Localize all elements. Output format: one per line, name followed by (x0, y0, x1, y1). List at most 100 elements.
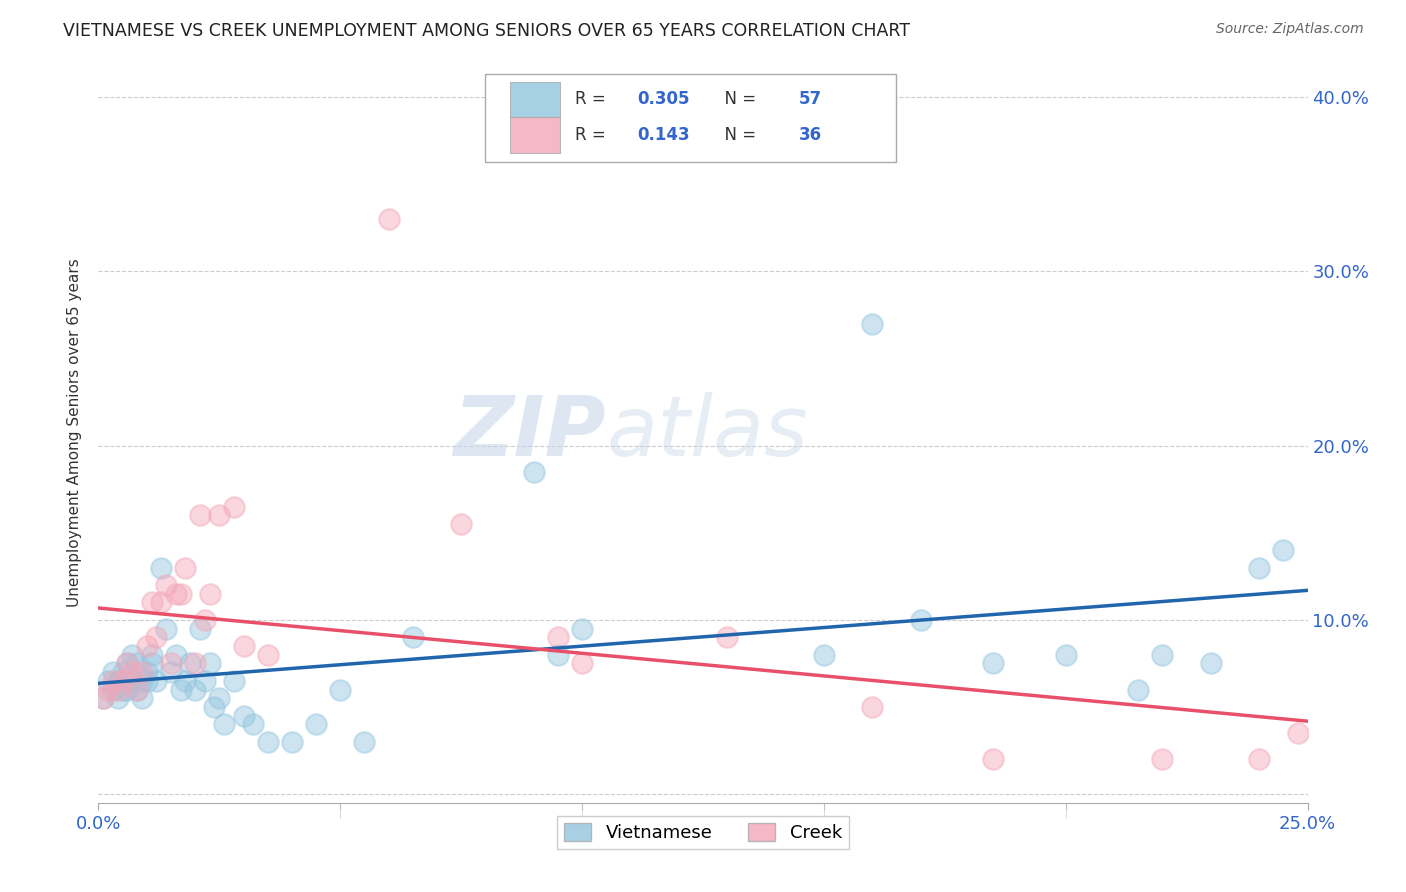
Point (242, 717, 264, 731)
Point (91, 691, 114, 706)
Text: 36: 36 (799, 126, 821, 144)
Text: N =: N = (714, 90, 761, 109)
Point (194, 673, 217, 688)
Point (179, 657, 201, 671)
Point (377, 212, 399, 227)
Point (141, 657, 163, 671)
Point (910, 613, 932, 627)
Point (281, 735, 304, 749)
Point (174, 560, 197, 574)
Point (208, 508, 231, 523)
Point (145, 673, 167, 688)
Point (160, 657, 183, 671)
Point (155, 578, 177, 592)
Point (1249, 752, 1271, 766)
Point (523, 465, 546, 479)
Point (155, 622, 177, 636)
Text: VIETNAMESE VS CREEK UNEMPLOYMENT AMONG SENIORS OVER 65 YEARS CORRELATION CHART: VIETNAMESE VS CREEK UNEMPLOYMENT AMONG S… (63, 22, 910, 40)
Y-axis label: Unemployment Among Seniors over 65 years: Unemployment Among Seniors over 65 years (67, 259, 83, 607)
Legend: Vietnamese, Creek: Vietnamese, Creek (557, 815, 849, 849)
Point (97, 682, 120, 697)
Point (117, 682, 139, 697)
Point (111, 682, 134, 697)
FancyBboxPatch shape (509, 82, 561, 117)
FancyBboxPatch shape (485, 73, 897, 162)
Point (1152, 648, 1174, 662)
Point (256, 648, 278, 662)
Text: atlas: atlas (606, 392, 808, 473)
Point (450, 517, 472, 532)
Point (150, 560, 173, 574)
Point (1286, 726, 1309, 740)
Point (547, 630, 569, 644)
Point (165, 587, 187, 601)
Point (1272, 543, 1295, 558)
Point (135, 673, 157, 688)
Point (1249, 560, 1271, 574)
Point (97, 673, 120, 688)
Point (547, 648, 569, 662)
Point (101, 673, 124, 688)
Text: 0.143: 0.143 (638, 126, 690, 144)
Point (121, 648, 143, 662)
Point (107, 691, 129, 706)
Text: Source: ZipAtlas.com: Source: ZipAtlas.com (1216, 22, 1364, 37)
Point (188, 508, 211, 523)
Point (305, 717, 328, 731)
Point (222, 500, 245, 514)
Text: 57: 57 (799, 90, 821, 109)
Point (204, 700, 226, 714)
Point (571, 622, 593, 636)
Point (135, 639, 157, 653)
Point (198, 657, 221, 671)
Point (184, 657, 207, 671)
Point (165, 648, 187, 662)
Point (127, 682, 149, 697)
Point (981, 752, 1004, 766)
Text: N =: N = (714, 126, 761, 144)
Point (131, 673, 153, 688)
Point (222, 673, 245, 688)
Point (111, 665, 134, 680)
Point (117, 657, 139, 671)
Point (1128, 682, 1150, 697)
Point (256, 735, 278, 749)
Point (131, 665, 153, 680)
Point (353, 735, 375, 749)
Point (1152, 752, 1174, 766)
Point (107, 673, 129, 688)
Point (160, 665, 183, 680)
Point (716, 630, 738, 644)
Point (141, 648, 163, 662)
Point (111, 673, 134, 688)
Point (208, 691, 231, 706)
Point (174, 673, 197, 688)
FancyBboxPatch shape (509, 117, 561, 153)
Point (1054, 648, 1077, 662)
Point (329, 682, 352, 697)
Text: R =: R = (575, 90, 610, 109)
Point (135, 665, 157, 680)
Point (194, 613, 217, 627)
Point (198, 587, 221, 601)
Point (127, 682, 149, 697)
Point (127, 657, 149, 671)
Point (145, 630, 167, 644)
Text: R =: R = (575, 126, 616, 144)
Point (860, 317, 883, 331)
Point (150, 595, 173, 609)
Point (232, 639, 254, 653)
Point (121, 673, 143, 688)
Point (184, 682, 207, 697)
Point (91, 691, 114, 706)
Point (402, 630, 425, 644)
Point (212, 717, 235, 731)
Point (101, 665, 124, 680)
Point (107, 682, 129, 697)
Point (1199, 657, 1222, 671)
Text: ZIP: ZIP (454, 392, 606, 473)
Text: 0.305: 0.305 (638, 90, 690, 109)
Point (117, 657, 139, 671)
Point (141, 595, 163, 609)
Point (131, 691, 153, 706)
